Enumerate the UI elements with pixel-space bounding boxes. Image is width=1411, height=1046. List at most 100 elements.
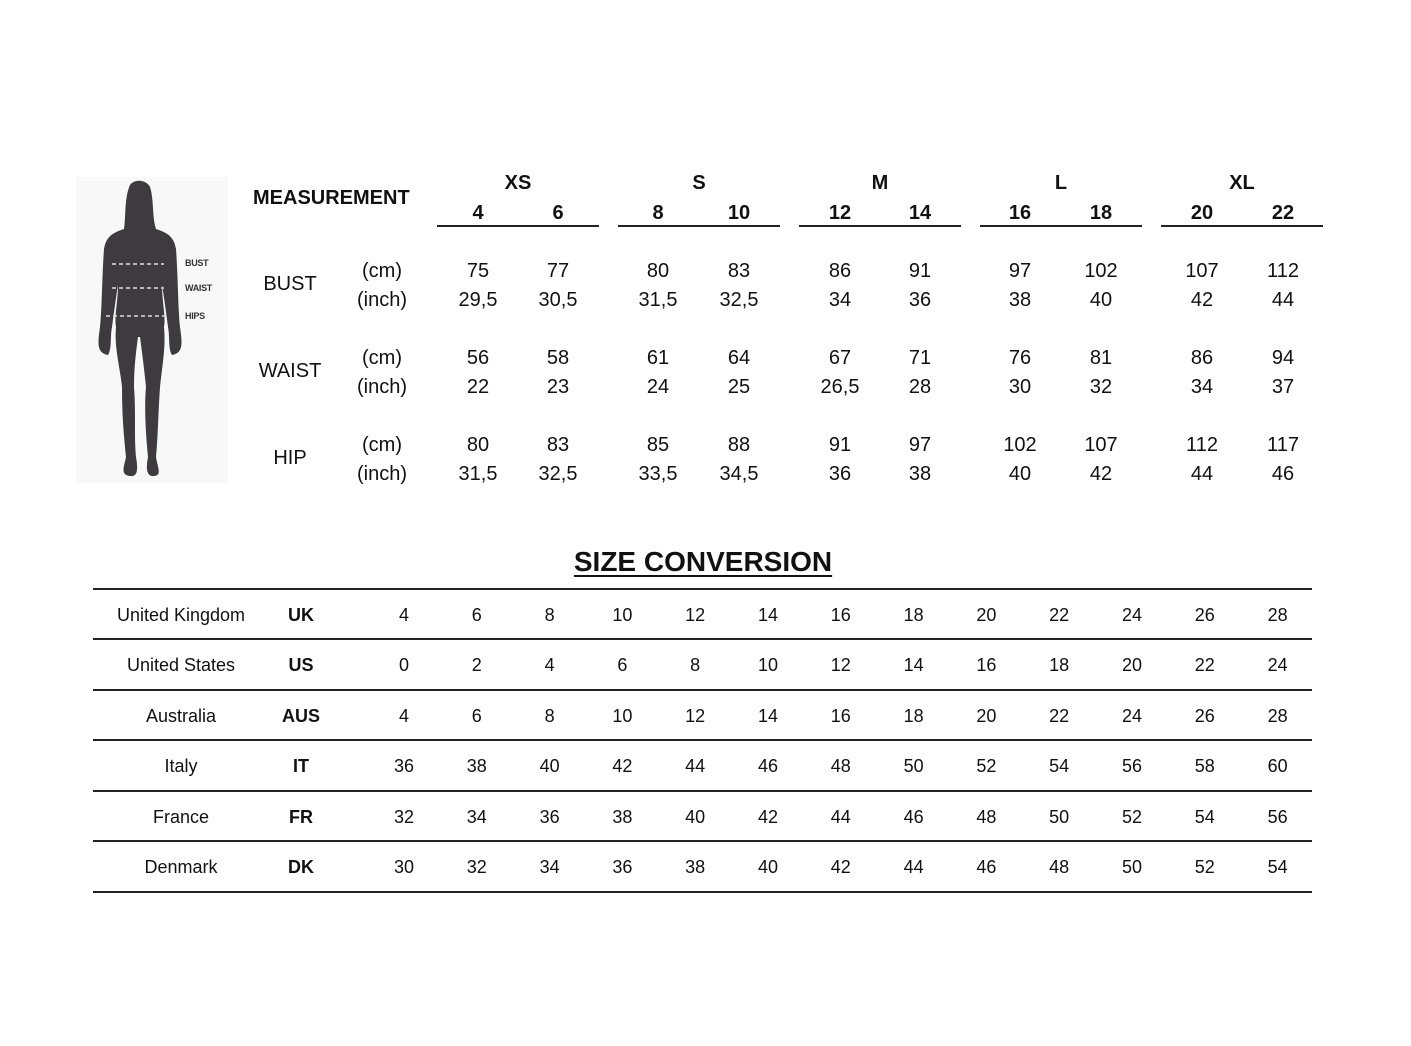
size-value: 38 (466, 756, 487, 776)
size-number: 14 (908, 202, 932, 224)
size-value: 16 (830, 706, 851, 726)
size-value: 42 (612, 756, 633, 776)
measurement-value: 112 (1186, 434, 1218, 456)
size-value: 48 (830, 756, 851, 776)
size-value: 14 (757, 706, 779, 726)
country-name: United Kingdom (116, 605, 246, 625)
size-value: 60 (1267, 756, 1288, 776)
measurement-value: 28 (908, 376, 932, 398)
size-value: 40 (539, 756, 560, 776)
measurement-value: 107 (1084, 434, 1118, 456)
size-value: 20 (1121, 655, 1143, 675)
size-value: 24 (1121, 605, 1143, 625)
size-value: 50 (1049, 807, 1070, 827)
table-divider (93, 840, 1312, 842)
size-group-label: S (692, 172, 706, 194)
measurement-value: 44 (1190, 463, 1214, 485)
unit-label: (cm) (362, 434, 402, 456)
size-value: 52 (1121, 807, 1143, 827)
measurement-value: 76 (1008, 347, 1032, 369)
size-value: 16 (830, 605, 851, 625)
size-value: 8 (544, 706, 555, 726)
size-group-label: L (1054, 172, 1068, 194)
size-value: 32 (466, 857, 487, 877)
table-divider (93, 790, 1312, 792)
size-value: 46 (976, 857, 997, 877)
size-value: 48 (976, 807, 997, 827)
size-value: 8 (544, 605, 555, 625)
size-value: 18 (903, 706, 924, 726)
measurement-value: 86 (828, 260, 852, 282)
size-value: 44 (903, 857, 924, 877)
female-silhouette-icon (98, 180, 182, 477)
measurement-value: 67 (828, 347, 852, 369)
size-value: 38 (612, 807, 633, 827)
measurement-value: 42 (1190, 289, 1214, 311)
size-value: 40 (757, 857, 779, 877)
size-value: 6 (617, 655, 628, 675)
size-value: 54 (1194, 807, 1215, 827)
measurement-value: 36 (828, 463, 852, 485)
size-value: 2 (471, 655, 482, 675)
size-value: 38 (685, 857, 706, 877)
size-value: 24 (1267, 655, 1288, 675)
country-name: France (152, 807, 210, 827)
measurement-value: 80 (646, 260, 670, 282)
table-divider (93, 588, 1312, 590)
size-value: 52 (976, 756, 997, 776)
table-divider (93, 739, 1312, 741)
size-value: 30 (393, 857, 415, 877)
size-value: 6 (471, 706, 482, 726)
size-value: 28 (1267, 605, 1288, 625)
size-value: 46 (757, 756, 779, 776)
measurement-value: 85 (646, 434, 670, 456)
size-number: 12 (828, 202, 852, 224)
measurement-value: 30 (1008, 376, 1032, 398)
size-value: 54 (1049, 756, 1070, 776)
size-value: 36 (393, 756, 415, 776)
size-value: 44 (685, 756, 706, 776)
size-value: 42 (830, 857, 851, 877)
size-value: 18 (1049, 655, 1070, 675)
size-value: 48 (1049, 857, 1070, 877)
measurement-value: 61 (646, 347, 670, 369)
size-value: 56 (1121, 756, 1143, 776)
country-code: FR (289, 807, 313, 827)
measurement-value: 44 (1271, 289, 1295, 311)
size-value: 4 (398, 706, 410, 726)
size-value: 34 (466, 807, 487, 827)
measurement-value: 23 (546, 376, 570, 398)
size-value: 54 (1267, 857, 1288, 877)
measurement-value: 34 (1190, 376, 1214, 398)
size-value: 12 (830, 655, 851, 675)
country-name: Australia (145, 706, 217, 726)
measurement-row-label: HIP (273, 447, 307, 469)
size-value: 50 (903, 756, 924, 776)
measurement-value: 83 (727, 260, 751, 282)
measurement-value: 26,5 (820, 376, 860, 398)
measurement-value: 86 (1190, 347, 1214, 369)
size-number: 6 (552, 202, 564, 224)
size-group-underline (618, 225, 780, 227)
measurement-value: 91 (908, 260, 932, 282)
measurement-value: 46 (1271, 463, 1295, 485)
size-value: 12 (685, 605, 706, 625)
size-value: 4 (398, 605, 410, 625)
size-value: 10 (612, 605, 633, 625)
unit-label: (cm) (362, 260, 402, 282)
measurement-value: 75 (466, 260, 490, 282)
measurement-value: 24 (646, 376, 670, 398)
size-number: 20 (1190, 202, 1214, 224)
table-divider (93, 638, 1312, 640)
size-group-label: M (871, 172, 889, 194)
measurement-value: 77 (546, 260, 570, 282)
size-value: 24 (1121, 706, 1143, 726)
measurement-value: 88 (727, 434, 751, 456)
size-value: 36 (612, 857, 633, 877)
measurement-value: 117 (1267, 434, 1299, 456)
measurement-value: 32,5 (719, 289, 759, 311)
country-code: DK (288, 857, 314, 877)
size-value: 56 (1267, 807, 1288, 827)
size-value: 44 (830, 807, 851, 827)
size-value: 32 (393, 807, 415, 827)
